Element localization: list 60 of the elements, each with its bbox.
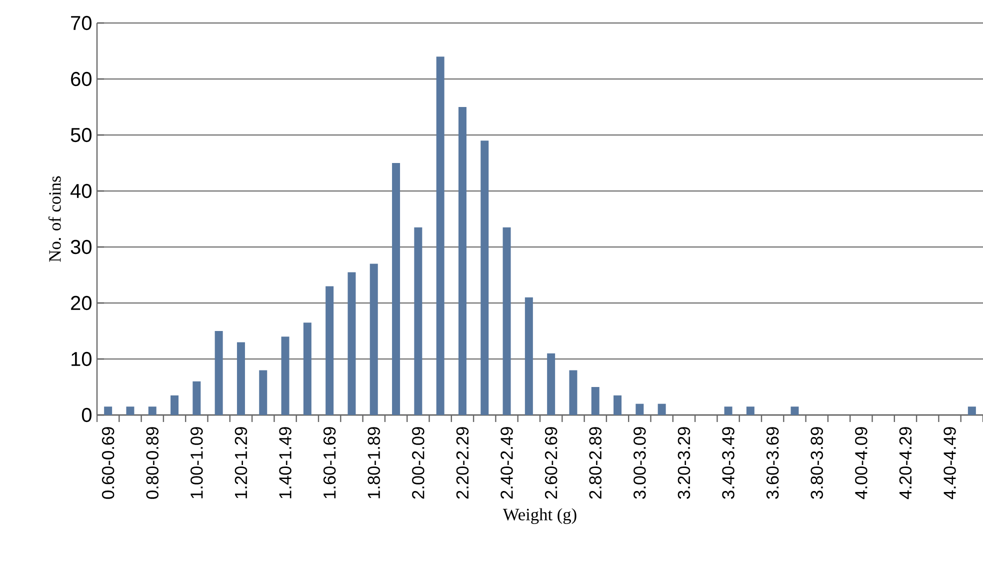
x-tick-label: 4.00-4.09 — [855, 427, 868, 500]
bar — [658, 404, 666, 415]
x-axis-title: Weight (g) — [502, 508, 576, 524]
y-tick-label: 40 — [70, 184, 92, 198]
x-tick-label: 3.20-3.29 — [678, 427, 690, 499]
x-tick-label: 4.20-4.29 — [899, 427, 912, 500]
bar — [214, 331, 223, 415]
x-tick-label: 2.60-2.69 — [544, 427, 558, 499]
bar — [569, 370, 578, 415]
y-tick-label: 70 — [71, 16, 92, 30]
bar — [502, 227, 511, 415]
bar — [281, 336, 290, 415]
bar — [326, 286, 334, 415]
x-tick-label: 1.60-1.69 — [323, 427, 336, 498]
x-tick-label: 2.80-2.89 — [589, 427, 602, 499]
x-tick-label: 2.20-2.29 — [456, 427, 469, 499]
bar — [480, 140, 489, 415]
bar — [170, 395, 179, 415]
bar — [591, 387, 600, 415]
y-axis-title: No. of coins — [48, 176, 61, 262]
x-tick-label: 1.80-1.89 — [368, 427, 380, 498]
x-tick-label: 0.60-0.69 — [102, 427, 114, 499]
x-tick-label: 4.40-4.49 — [944, 427, 956, 500]
bar — [524, 297, 533, 415]
x-tick-label: 2.00-2.09 — [412, 427, 424, 499]
y-tick-label: 20 — [71, 296, 92, 310]
x-tick-label: 1.20-1.29 — [234, 427, 248, 498]
bar — [724, 406, 732, 415]
bar — [126, 406, 134, 415]
x-tick-label: 1.00-1.09 — [190, 427, 203, 498]
x-tick-label: 0.80-0.89 — [146, 427, 159, 499]
x-tick-label: 3.40-3.49 — [722, 427, 734, 499]
bar — [303, 322, 312, 415]
bar — [746, 406, 754, 415]
y-tick-label: 60 — [71, 72, 92, 86]
bar — [348, 272, 356, 415]
bar — [236, 342, 245, 415]
bar — [614, 395, 622, 415]
bar — [968, 406, 976, 415]
bar — [436, 56, 444, 415]
x-tick-label: 3.60-3.69 — [766, 427, 779, 499]
bar — [370, 264, 378, 415]
bar — [192, 381, 201, 415]
bar — [790, 406, 799, 415]
y-tick-label: 50 — [70, 128, 92, 142]
bar — [104, 406, 112, 415]
bar — [458, 107, 466, 415]
bar — [392, 163, 400, 415]
bar — [414, 227, 422, 415]
bar — [636, 404, 644, 415]
x-tick-label: 2.40-2.49 — [500, 427, 513, 499]
bar — [259, 370, 268, 415]
x-tick-label: 1.40-1.49 — [279, 427, 292, 498]
y-tick-label: 10 — [72, 352, 92, 366]
x-tick-label: 3.00-3.09 — [634, 427, 646, 499]
y-tick-label: 30 — [70, 240, 92, 254]
x-tick-label: 3.80-3.89 — [810, 427, 824, 499]
y-tick-label: 0 — [82, 408, 92, 422]
bar — [148, 406, 156, 415]
bar — [547, 353, 556, 415]
